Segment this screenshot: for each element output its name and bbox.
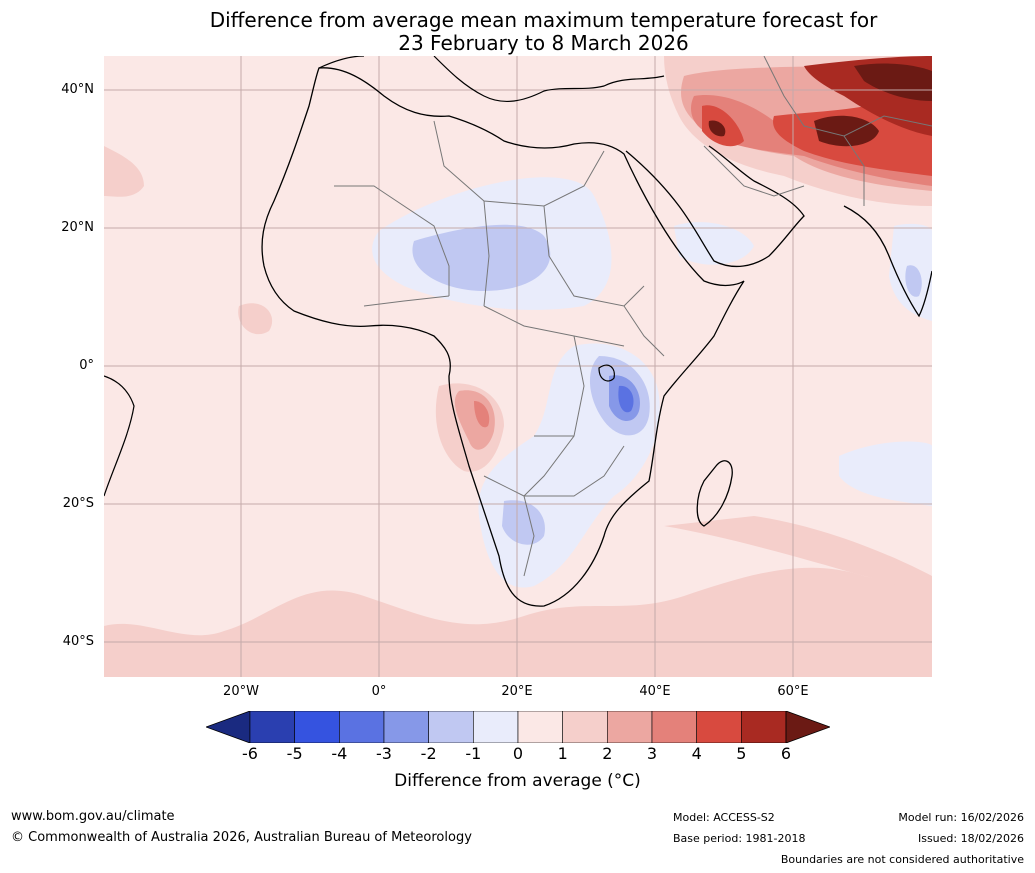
lon-label-0: 0°	[371, 684, 387, 699]
lat-label-40n: 40°N	[61, 82, 94, 97]
lat-label-20n: 20°N	[61, 220, 94, 235]
lon-label-60e: 60°E	[777, 684, 809, 699]
lon-label-20e: 20°E	[501, 684, 533, 699]
colorbar-tick-label: 3	[646, 744, 658, 763]
colorbar-extend-max	[785, 710, 832, 744]
region-indian-ocean-cool	[839, 441, 932, 506]
colorbar-tick-label: -1	[465, 744, 482, 763]
colorbar-label: Difference from average (°C)	[394, 771, 641, 791]
region-iran-extreme	[708, 120, 726, 137]
region-southern-warm	[104, 567, 932, 677]
colorbar-box	[473, 710, 519, 744]
region-angola-warmest	[474, 401, 490, 428]
colorbar-tick-label: -3	[376, 744, 392, 763]
arabia-coastline	[625, 145, 805, 268]
region-angola-warmer	[454, 390, 495, 450]
colorbar-extend-min	[204, 710, 251, 744]
region-westafrica-warm	[238, 303, 273, 335]
colorbar-box	[562, 710, 608, 744]
boundaries-disclaimer: Boundaries are not considered authoritat…	[780, 853, 1024, 866]
region-southeast-warm	[664, 516, 932, 616]
region-sahel-cooler	[412, 224, 551, 291]
colorbar-tick-label: -5	[286, 744, 303, 763]
africa-coastline	[261, 67, 745, 607]
colorbar-box	[741, 710, 787, 744]
colorbar-box	[383, 710, 429, 744]
model-run: Model run: 16/02/2026	[898, 811, 1024, 824]
map-title: Difference from average mean maximum tem…	[0, 9, 1035, 55]
colorbar-tick-label: 2	[602, 744, 613, 763]
title-line-1: Difference from average mean maximum tem…	[209, 8, 878, 32]
europe-coastline	[318, 56, 665, 102]
colorbar-box	[428, 710, 474, 744]
india-coastline	[843, 205, 932, 318]
colorbar-tick-label: -4	[331, 744, 348, 763]
base-period: Base period: 1981-2018	[673, 832, 806, 845]
region-southafrica-cooler	[502, 500, 545, 545]
lat-label-20s: 20°S	[62, 496, 94, 511]
region-kazakhstan-extreme	[854, 63, 932, 101]
colorbar-tick-label: 1	[557, 744, 568, 763]
region-india-cooler	[905, 265, 922, 297]
title-line-2: 23 February to 8 March 2026	[398, 31, 689, 55]
colorbar-tick-label: 5	[736, 744, 747, 763]
colorbar-box	[339, 710, 385, 744]
colorbar-tick-label: 0	[512, 744, 524, 763]
colorbar-tick-label: -2	[420, 744, 437, 763]
website-link: www.bom.gov.au/climate	[11, 809, 175, 824]
lon-label-40e: 40°E	[639, 684, 671, 699]
map-canvas	[104, 56, 932, 677]
model-name: Model: ACCESS-S2	[673, 811, 775, 824]
colorbar-box	[651, 710, 697, 744]
colorbar-tick-label: -6	[242, 744, 258, 763]
colorbar-box	[517, 710, 563, 744]
region-atlantic-warm	[104, 146, 144, 197]
colorbar-tick-label: 6	[780, 744, 792, 763]
lat-label-40s: 40°S	[62, 634, 94, 649]
lon-label-20w: 20°W	[223, 684, 259, 699]
region-arabia-cool	[674, 222, 754, 265]
country-boundaries	[334, 56, 932, 577]
colorbar-box	[249, 710, 295, 744]
lat-label-0: 0°	[79, 358, 94, 373]
colorbar-graphic	[204, 710, 832, 744]
region-eastafrica-coolest	[618, 385, 634, 413]
colorbar-box	[294, 710, 340, 744]
colorbar-box	[696, 710, 742, 744]
madagascar-coastline	[696, 460, 733, 527]
southamerica-coastline	[104, 375, 135, 497]
forecast-map	[104, 56, 932, 677]
colorbar-box	[607, 710, 653, 744]
colorbar	[204, 710, 832, 744]
copyright-text: © Commonwealth of Australia 2026, Austra…	[11, 830, 472, 845]
lake-victoria	[598, 364, 615, 382]
colorbar-tick-label: 4	[691, 744, 702, 763]
issued-date: Issued: 18/02/2026	[917, 832, 1024, 845]
region-afghanistan-extreme	[814, 115, 879, 147]
